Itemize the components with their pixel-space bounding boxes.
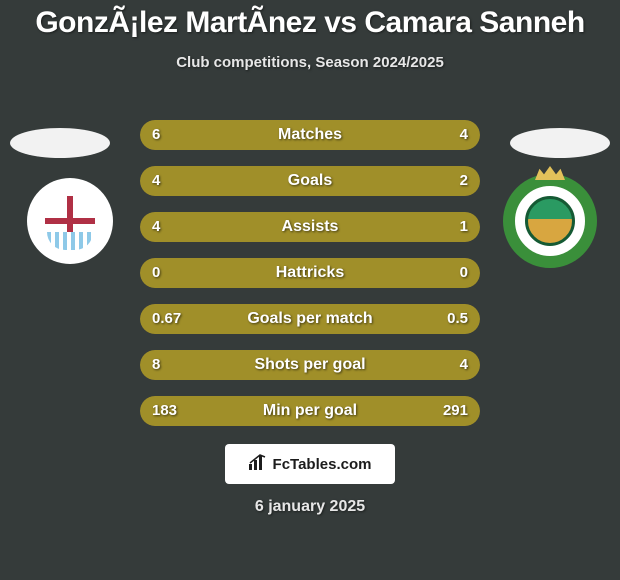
stat-row: 00Hattricks xyxy=(0,258,620,288)
stat-label: Matches xyxy=(140,120,480,150)
comparison-infographic: GonzÃ¡lez MartÃ­nez vs Camara Sanneh Clu… xyxy=(0,0,620,580)
stat-row: 84Shots per goal xyxy=(0,350,620,380)
stat-label: Goals xyxy=(140,166,480,196)
stat-row: 183291Min per goal xyxy=(0,396,620,426)
bar-chart-icon xyxy=(249,454,267,474)
stat-label: Goals per match xyxy=(140,304,480,334)
stat-label: Hattricks xyxy=(140,258,480,288)
stat-row: 64Matches xyxy=(0,120,620,150)
stat-label: Min per goal xyxy=(140,396,480,426)
dateline: 6 january 2025 xyxy=(0,498,620,516)
stat-row: 0.670.5Goals per match xyxy=(0,304,620,334)
fctables-label: FcTables.com xyxy=(273,456,372,473)
stat-row: 41Assists xyxy=(0,212,620,242)
stat-row: 42Goals xyxy=(0,166,620,196)
fctables-watermark: FcTables.com xyxy=(225,444,395,484)
stats-area: 64Matches 42Goals 41Assists 00Hattricks 0.67… xyxy=(0,120,620,442)
subtitle: Club competitions, Season 2024/2025 xyxy=(0,54,620,71)
title: GonzÃ¡lez MartÃ­nez vs Camara Sanneh xyxy=(0,6,620,40)
stat-label: Assists xyxy=(140,212,480,242)
stat-label: Shots per goal xyxy=(140,350,480,380)
